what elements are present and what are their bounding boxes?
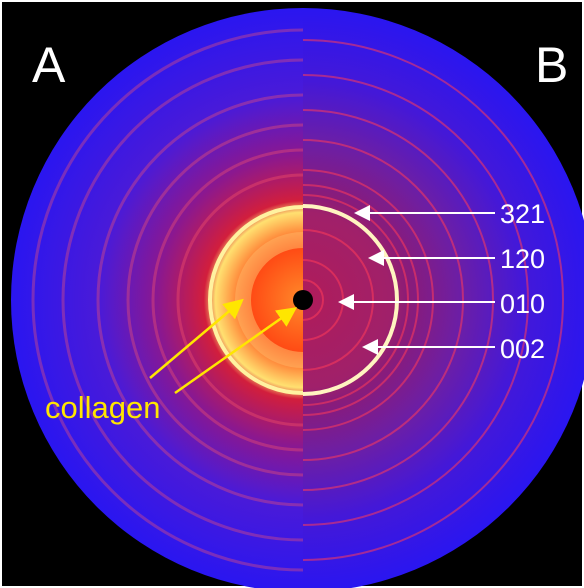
reflection-label: 321 <box>500 199 545 229</box>
reflection-label: 002 <box>500 334 545 364</box>
diffraction-figure: 321 120 010 002 collagen A B <box>0 0 584 588</box>
annotation: collagen <box>45 390 160 425</box>
reflection-label: 010 <box>500 289 545 319</box>
panel-label: A <box>32 37 66 93</box>
panel-label: B <box>535 37 568 93</box>
beam-stop <box>293 290 313 310</box>
reflection-label: 120 <box>500 244 545 274</box>
